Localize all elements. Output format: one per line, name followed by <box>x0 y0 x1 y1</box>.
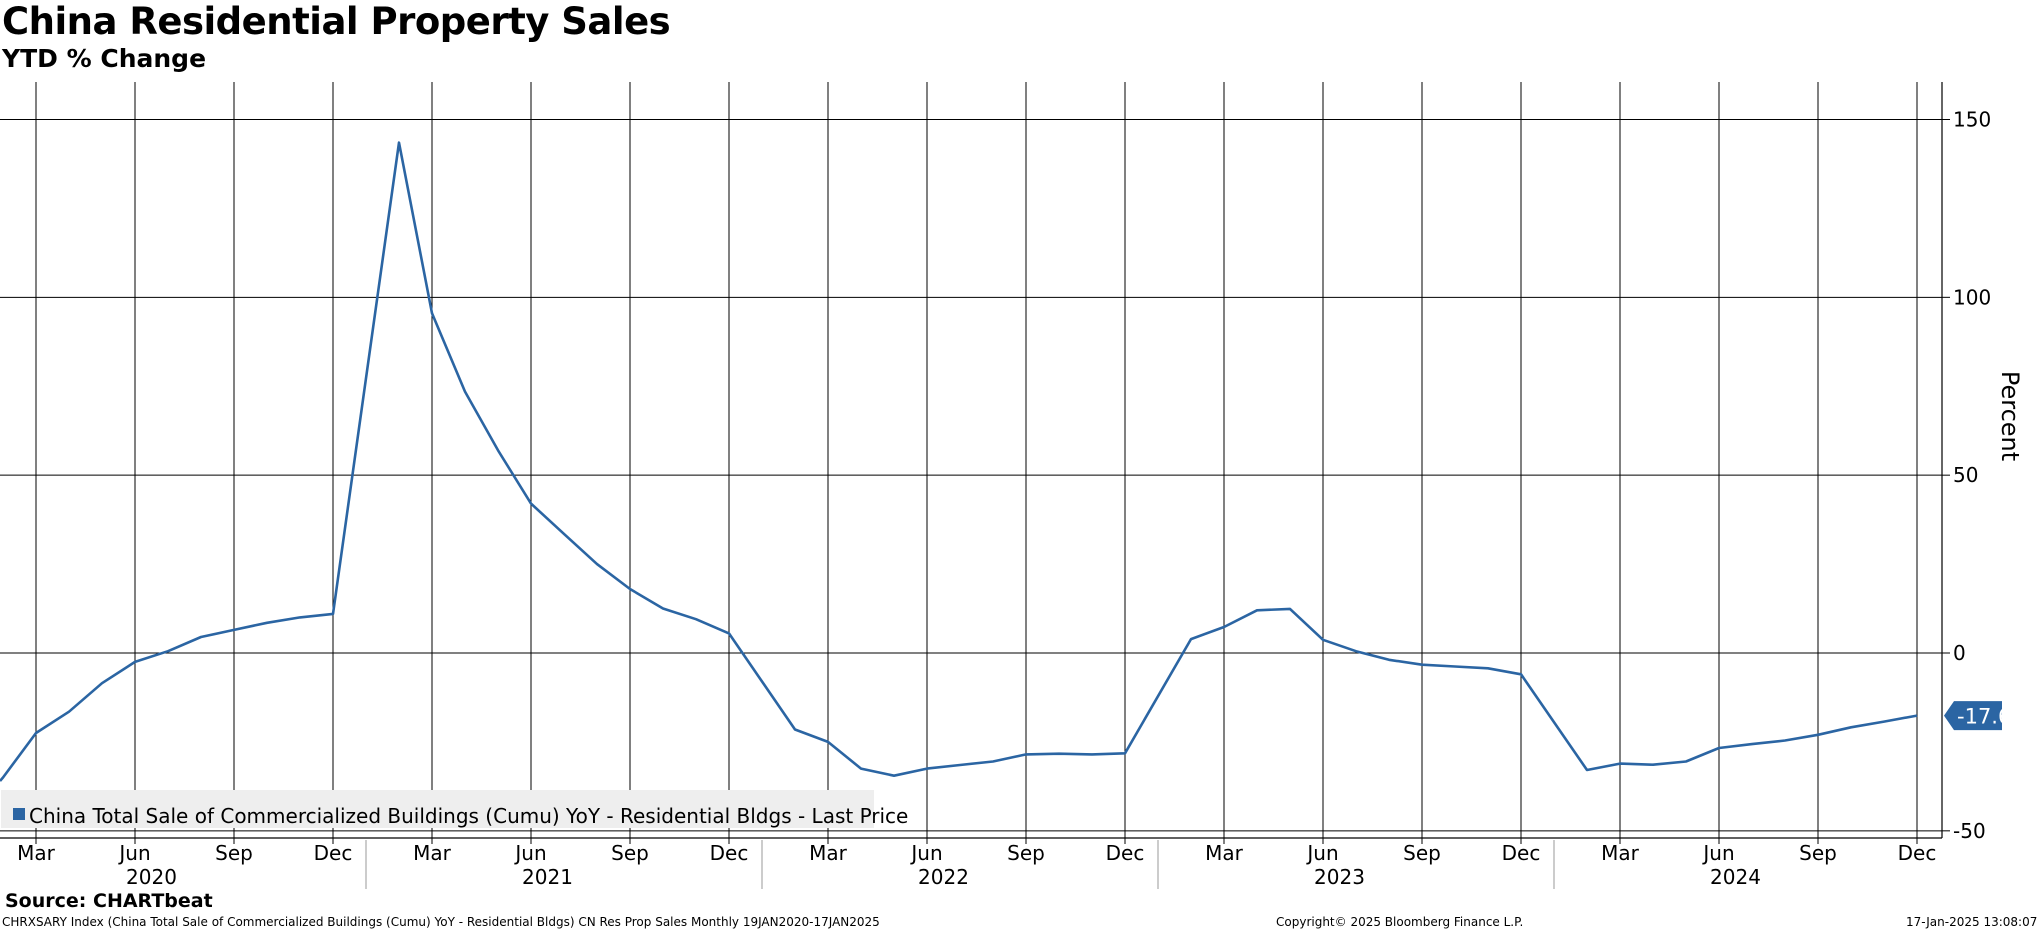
y-tick-label: 0 <box>1953 641 1966 665</box>
x-tick-label: Dec <box>314 841 353 865</box>
x-tick-label: Mar <box>1601 841 1640 865</box>
x-tick-label: Mar <box>413 841 452 865</box>
x-axis-ticks: Mar Jun Sep Dec Mar Jun Sep Dec Mar Jun Sep Dec Mar J… <box>0 837 1942 889</box>
chart-subtitle: YTD % Change <box>2 44 207 73</box>
x-tick-label: Jun <box>909 841 942 865</box>
series-line <box>0 141 1918 782</box>
series-layer <box>0 141 1918 782</box>
x-tick-label: Jun <box>117 841 150 865</box>
y-axis-label: Percent <box>1996 371 2024 461</box>
x-tick-label: Mar <box>17 841 56 865</box>
x-tick-label: Mar <box>809 841 848 865</box>
last-value-box <box>1944 701 2002 731</box>
x-tick-label: Dec <box>1106 841 1145 865</box>
y-tick-label: 50 <box>1953 463 1978 487</box>
y-axis-ticks: 150 100 50 0 -50 <box>1941 82 1991 843</box>
copyright-text: Copyright© 2025 Bloomberg Finance L.P. <box>1276 915 1524 929</box>
x-tick-label: Sep <box>215 841 253 865</box>
y-tick-label: 150 <box>1953 107 1991 131</box>
legend-swatch <box>13 808 25 820</box>
x-tick-label: Sep <box>1799 841 1837 865</box>
source-label: Source: CHARTbeat <box>5 890 213 912</box>
x-tick-label: Jun <box>513 841 546 865</box>
x-tick-label: Sep <box>1403 841 1441 865</box>
horizontal-gridlines <box>0 118 1942 832</box>
x-tick-label: Jun <box>1305 841 1338 865</box>
y-tick-label: 100 <box>1953 285 1991 309</box>
timestamp: 17-Jan-2025 13:08:07 <box>1906 915 2038 929</box>
y-tick-label: -50 <box>1953 819 1986 843</box>
x-year-label: 2020 <box>126 865 177 889</box>
x-tick-label: Dec <box>1898 841 1937 865</box>
last-value-marker: -17.6 <box>1944 701 2011 731</box>
x-tick-label: Mar <box>1205 841 1244 865</box>
legend-background <box>1 790 874 828</box>
x-tick-label: Jun <box>1701 841 1734 865</box>
x-year-label: 2023 <box>1314 865 1365 889</box>
chart-title: China Residential Property Sales <box>2 0 671 43</box>
x-tick-label: Dec <box>1502 841 1541 865</box>
x-year-label: 2022 <box>918 865 969 889</box>
x-tick-label: Sep <box>611 841 649 865</box>
x-tick-label: Dec <box>710 841 749 865</box>
x-tick-label: Sep <box>1007 841 1045 865</box>
last-value-label: -17.6 <box>1957 705 2011 729</box>
ticker-description: CHRXSARY Index (China Total Sale of Comm… <box>2 915 880 929</box>
x-year-label: 2021 <box>522 865 573 889</box>
legend-label: China Total Sale of Commercialized Build… <box>29 804 908 828</box>
x-year-label: 2024 <box>1710 865 1761 889</box>
vertical-gridlines <box>35 82 1918 844</box>
legend: China Total Sale of Commercialized Build… <box>1 790 908 828</box>
